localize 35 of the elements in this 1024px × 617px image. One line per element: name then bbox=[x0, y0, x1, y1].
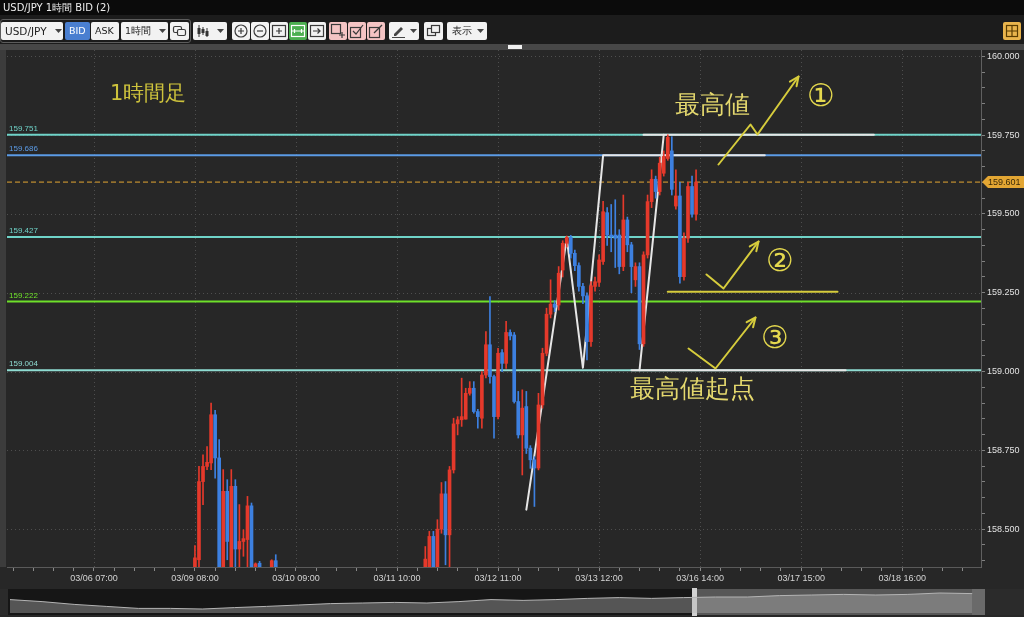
annotation: 1時間足 bbox=[110, 81, 187, 106]
dropdown: USD/JPY bbox=[1, 22, 63, 40]
ref-line-label: 159.427 bbox=[9, 226, 39, 236]
annotation: 最高値起点 bbox=[630, 373, 755, 403]
y-tick-label: 160.000 bbox=[987, 50, 1020, 61]
ref-line-label: 159.601 bbox=[988, 177, 1021, 188]
title-bar: USD/JPY 1時間 BID (2) bbox=[0, 0, 1024, 15]
x-tick-label: 03/06 07:00 bbox=[70, 572, 118, 583]
chart-title: USD/JPY 1時間 BID (2) bbox=[3, 1, 111, 14]
annotation: ① bbox=[807, 76, 835, 113]
annotation: ③ bbox=[761, 319, 789, 356]
x-tick-label: 03/12 11:00 bbox=[474, 572, 522, 583]
annotation: ② bbox=[766, 241, 794, 278]
x-tick-label: 03/10 09:00 bbox=[272, 572, 320, 583]
button: BID bbox=[65, 22, 90, 40]
x-tick-label: 03/09 08:00 bbox=[171, 572, 219, 583]
button: ASK bbox=[91, 22, 119, 40]
ref-line-label: 159.004 bbox=[9, 359, 39, 369]
y-tick-label: 159.000 bbox=[987, 366, 1020, 377]
annotation: 最高値 bbox=[675, 89, 750, 119]
dropdown: 表示 bbox=[447, 22, 487, 40]
y-tick-label: 159.750 bbox=[987, 129, 1020, 140]
y-tick-label: 158.500 bbox=[987, 523, 1020, 534]
x-tick-label: 03/18 16:00 bbox=[878, 572, 926, 583]
y-tick-label: 158.750 bbox=[987, 444, 1020, 455]
x-tick-label: 03/17 15:00 bbox=[777, 572, 825, 583]
y-tick-label: 159.250 bbox=[987, 287, 1020, 298]
ref-line-label: 159.751 bbox=[9, 124, 39, 133]
dropdown: 1時間 bbox=[121, 22, 168, 40]
x-tick-label: 03/11 10:00 bbox=[373, 572, 421, 583]
y-tick-label: 159.500 bbox=[987, 208, 1020, 219]
x-tick-label: 03/16 14:00 bbox=[676, 572, 724, 583]
x-tick-label: 03/13 12:00 bbox=[575, 572, 623, 583]
ref-line-label: 159.686 bbox=[9, 144, 39, 154]
ref-line-label: 159.222 bbox=[9, 290, 39, 300]
